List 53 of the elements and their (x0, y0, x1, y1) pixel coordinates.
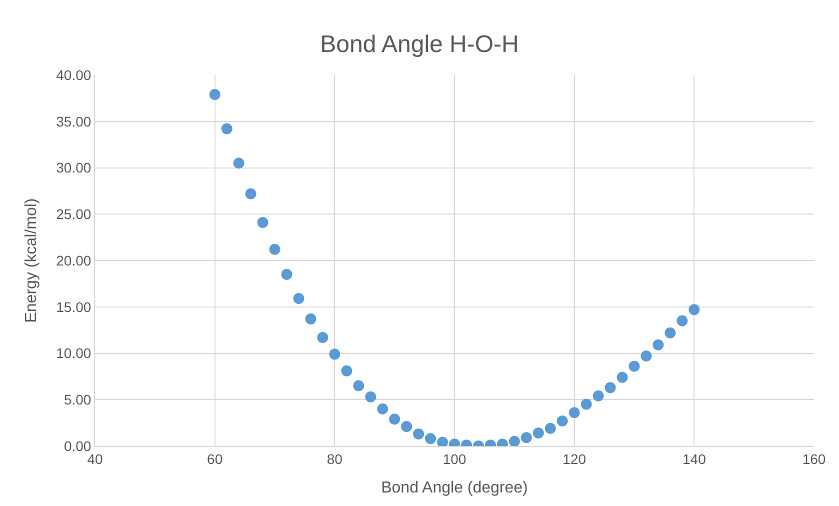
point (389, 414, 400, 425)
point (616, 372, 628, 383)
point (293, 293, 304, 304)
x-tick-label: 100 (442, 450, 466, 467)
point (257, 216, 268, 228)
point (209, 88, 220, 100)
point (568, 407, 580, 418)
point (329, 348, 340, 360)
y-tick-label: 35.00 (56, 113, 92, 130)
point (544, 422, 556, 434)
point (592, 390, 604, 402)
point (652, 339, 664, 350)
point (604, 382, 616, 394)
point (365, 391, 376, 402)
x-tick-label: 80 (326, 450, 343, 467)
point (269, 244, 280, 255)
point (353, 380, 364, 392)
point (341, 365, 352, 376)
point (508, 436, 520, 446)
point (556, 415, 568, 426)
point (676, 315, 688, 326)
point (413, 428, 424, 440)
x-axis-title: Bond Angle (degree) (381, 480, 528, 496)
point (520, 432, 532, 444)
x-tick-label: 120 (562, 450, 586, 467)
x-tick-label: 60 (207, 450, 223, 467)
y-tick-label: 5.00 (64, 392, 92, 408)
y-tick-label: 20.00 (56, 252, 92, 268)
point (305, 313, 316, 324)
y-tick-label: 40.00 (56, 66, 92, 83)
point (580, 398, 592, 410)
y-tick-label: 30.00 (56, 160, 92, 176)
point (664, 327, 676, 338)
y-tick-label: 25.00 (56, 206, 92, 222)
point (245, 188, 256, 200)
chart-title: Bond Angle H-O-H (320, 31, 519, 58)
point (377, 403, 388, 414)
y-tick-label: 10.00 (56, 345, 92, 362)
point (281, 268, 292, 280)
point (628, 360, 640, 372)
point (233, 158, 244, 169)
point (425, 433, 436, 444)
y-tick-label: 15.00 (56, 298, 92, 315)
point (437, 436, 448, 446)
point (221, 123, 232, 134)
point (640, 350, 652, 362)
point (317, 332, 328, 343)
y-axis-title: Energy (kcal/mol) (23, 198, 40, 323)
x-tick-label: 160 (802, 450, 826, 467)
x-tick-label: 140 (682, 450, 706, 467)
point (401, 421, 412, 432)
point (532, 428, 544, 439)
point (688, 304, 700, 316)
